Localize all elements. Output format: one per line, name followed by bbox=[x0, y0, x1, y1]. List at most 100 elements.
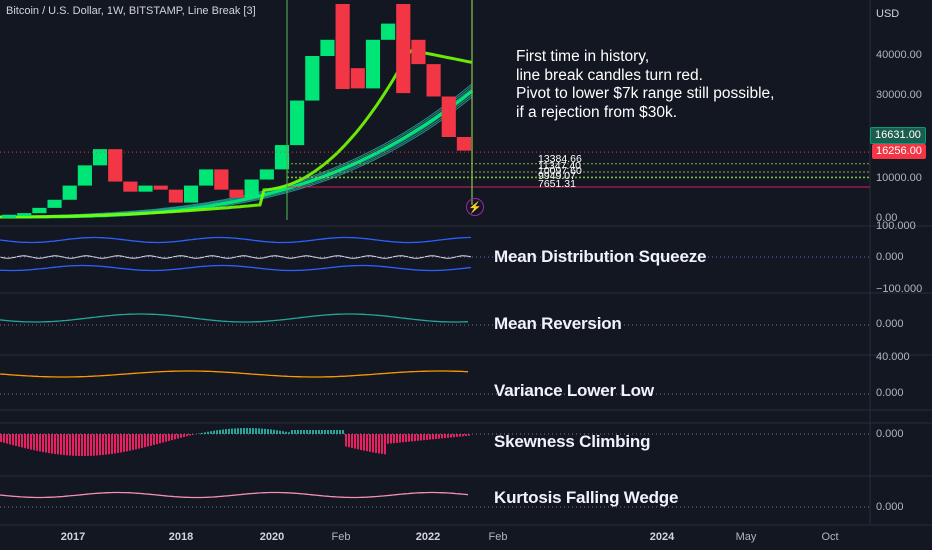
skewness-bar bbox=[108, 434, 110, 455]
skewness-bar bbox=[48, 434, 50, 454]
candle-block bbox=[456, 137, 471, 151]
skewness-bar bbox=[12, 434, 14, 446]
skewness-bar bbox=[207, 431, 209, 434]
skewness-bar bbox=[339, 430, 341, 434]
skewness-bar bbox=[171, 434, 173, 441]
indicator-tick: 0.000 bbox=[876, 318, 904, 330]
time-tick: May bbox=[735, 531, 757, 543]
price-tick: 30000.00 bbox=[876, 89, 922, 101]
skewness-bar bbox=[45, 434, 47, 453]
lightning-icon[interactable]: ⚡ bbox=[466, 198, 484, 216]
skewness-bar bbox=[297, 430, 299, 434]
skewness-bar bbox=[51, 434, 53, 454]
candle-block bbox=[244, 179, 259, 198]
candle-block bbox=[108, 149, 123, 182]
annotation-line: if a rejection from $30k. bbox=[516, 103, 678, 121]
skewness-bar bbox=[111, 434, 113, 454]
skewness-bar bbox=[342, 430, 344, 434]
time-tick: 2018 bbox=[168, 531, 194, 543]
candle-block bbox=[365, 39, 381, 89]
skewness-bar bbox=[285, 431, 287, 434]
skewness-bar bbox=[426, 434, 428, 440]
skewness-bar bbox=[306, 430, 308, 434]
panel-separators bbox=[0, 0, 932, 526]
time-tick: 2017 bbox=[60, 531, 86, 543]
candle-block bbox=[183, 185, 199, 203]
indicator-tick: 100.000 bbox=[876, 220, 916, 232]
indicator-tick: 40.000 bbox=[876, 351, 910, 363]
skewness-bar bbox=[87, 434, 89, 456]
skewness-bar bbox=[420, 434, 422, 441]
candle-block bbox=[441, 96, 456, 137]
skewness-bar bbox=[378, 434, 380, 454]
last-price-red-badge: 16256.00 bbox=[872, 144, 926, 159]
skewness-bar bbox=[60, 434, 62, 455]
candle-block bbox=[153, 185, 168, 190]
kurtosis-plot bbox=[0, 491, 870, 508]
skewness-bar bbox=[279, 430, 281, 434]
candle-block bbox=[77, 165, 92, 186]
skewness-bar bbox=[321, 430, 323, 434]
skewness-bar bbox=[303, 430, 305, 434]
skewness-bar bbox=[336, 430, 338, 434]
skewness-bar bbox=[327, 430, 329, 434]
skewness-bar bbox=[288, 432, 290, 434]
skewness-bar bbox=[252, 428, 254, 434]
skewness-bar bbox=[324, 430, 326, 434]
skewness-bar bbox=[162, 434, 164, 443]
skewness-bar bbox=[330, 430, 332, 434]
candle-block bbox=[92, 149, 108, 166]
skewness-bar bbox=[453, 434, 455, 438]
skewness-bar bbox=[249, 428, 251, 434]
skewness-bar bbox=[399, 434, 401, 443]
skewness-bar bbox=[0, 434, 2, 442]
skewness-bar bbox=[234, 428, 236, 434]
candle-block bbox=[17, 213, 32, 217]
skewness-bar bbox=[372, 434, 374, 453]
skewness-bar bbox=[363, 434, 365, 451]
candle-block bbox=[350, 68, 365, 89]
skewness-bar bbox=[168, 434, 170, 441]
skewness-bar bbox=[123, 434, 125, 452]
time-tick: 2024 bbox=[649, 531, 675, 543]
skewness-bar bbox=[351, 434, 353, 448]
currency-label: USD bbox=[876, 8, 900, 20]
skewness-bar bbox=[261, 428, 263, 434]
line-break-candles bbox=[2, 4, 471, 218]
variance-plot bbox=[0, 370, 870, 395]
skewness-bar bbox=[225, 429, 227, 434]
skewness-bar bbox=[183, 434, 185, 438]
skewness-bar bbox=[237, 428, 239, 434]
candle-block bbox=[2, 214, 17, 218]
skewness-bar bbox=[18, 434, 20, 447]
skewness-bar bbox=[408, 434, 410, 442]
skewness-bar bbox=[3, 434, 5, 443]
skewness-bar bbox=[435, 434, 437, 439]
candle-block bbox=[199, 169, 214, 186]
skewness-bar bbox=[105, 434, 107, 455]
kurtosis-line bbox=[0, 491, 469, 499]
skewness-bar bbox=[255, 428, 257, 434]
skewness-bar bbox=[174, 434, 176, 440]
skewness-bar bbox=[222, 429, 224, 434]
indicator-tick: 0.000 bbox=[876, 387, 904, 399]
skewness-bar bbox=[369, 434, 371, 452]
candle-block bbox=[290, 100, 305, 146]
indicator-label-variance: Variance Lower Low bbox=[494, 381, 654, 400]
candle-block bbox=[274, 145, 290, 170]
skewness-bar bbox=[456, 434, 458, 437]
candle-block bbox=[259, 169, 274, 180]
upper-band bbox=[0, 236, 471, 244]
annotation-text: First time in history, line break candle… bbox=[516, 48, 774, 122]
pivot-label: 9949.07 bbox=[538, 170, 576, 182]
time-tick: Feb bbox=[488, 531, 508, 543]
skewness-bar bbox=[294, 430, 296, 434]
candle-block bbox=[381, 23, 396, 40]
skewness-bar bbox=[360, 434, 362, 451]
skewness-bar bbox=[126, 434, 128, 452]
skewness-bar bbox=[156, 434, 158, 445]
skewness-bar bbox=[24, 434, 26, 449]
skewness-bar bbox=[333, 430, 335, 434]
time-tick: 2022 bbox=[415, 531, 441, 543]
